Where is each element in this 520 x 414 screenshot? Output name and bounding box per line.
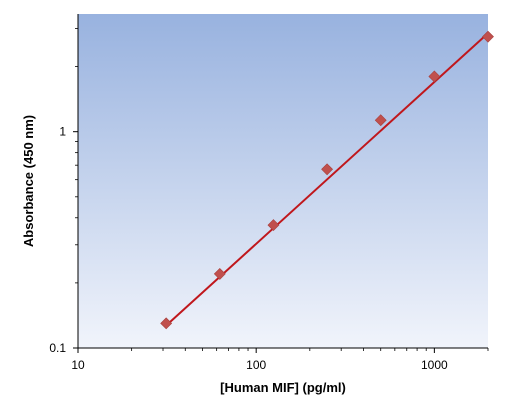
data-point <box>428 70 441 83</box>
x-tick-label: 1000 <box>421 358 448 372</box>
plot-area <box>78 14 488 348</box>
y-tick-label: 1 <box>59 125 66 139</box>
y-axis-title: Absorbance (450 nm) <box>21 115 36 247</box>
data-point <box>321 163 334 176</box>
data-point <box>267 219 280 232</box>
x-axis-title: [Human MIF] (pg/ml) <box>220 380 346 395</box>
data-point <box>374 114 387 127</box>
x-tick-label: 10 <box>71 358 85 372</box>
data-point <box>213 268 226 280</box>
data-point <box>160 317 173 330</box>
data-point <box>482 30 494 43</box>
y-tick-label: 0.1 <box>49 341 66 355</box>
x-tick-label: 100 <box>246 358 266 372</box>
